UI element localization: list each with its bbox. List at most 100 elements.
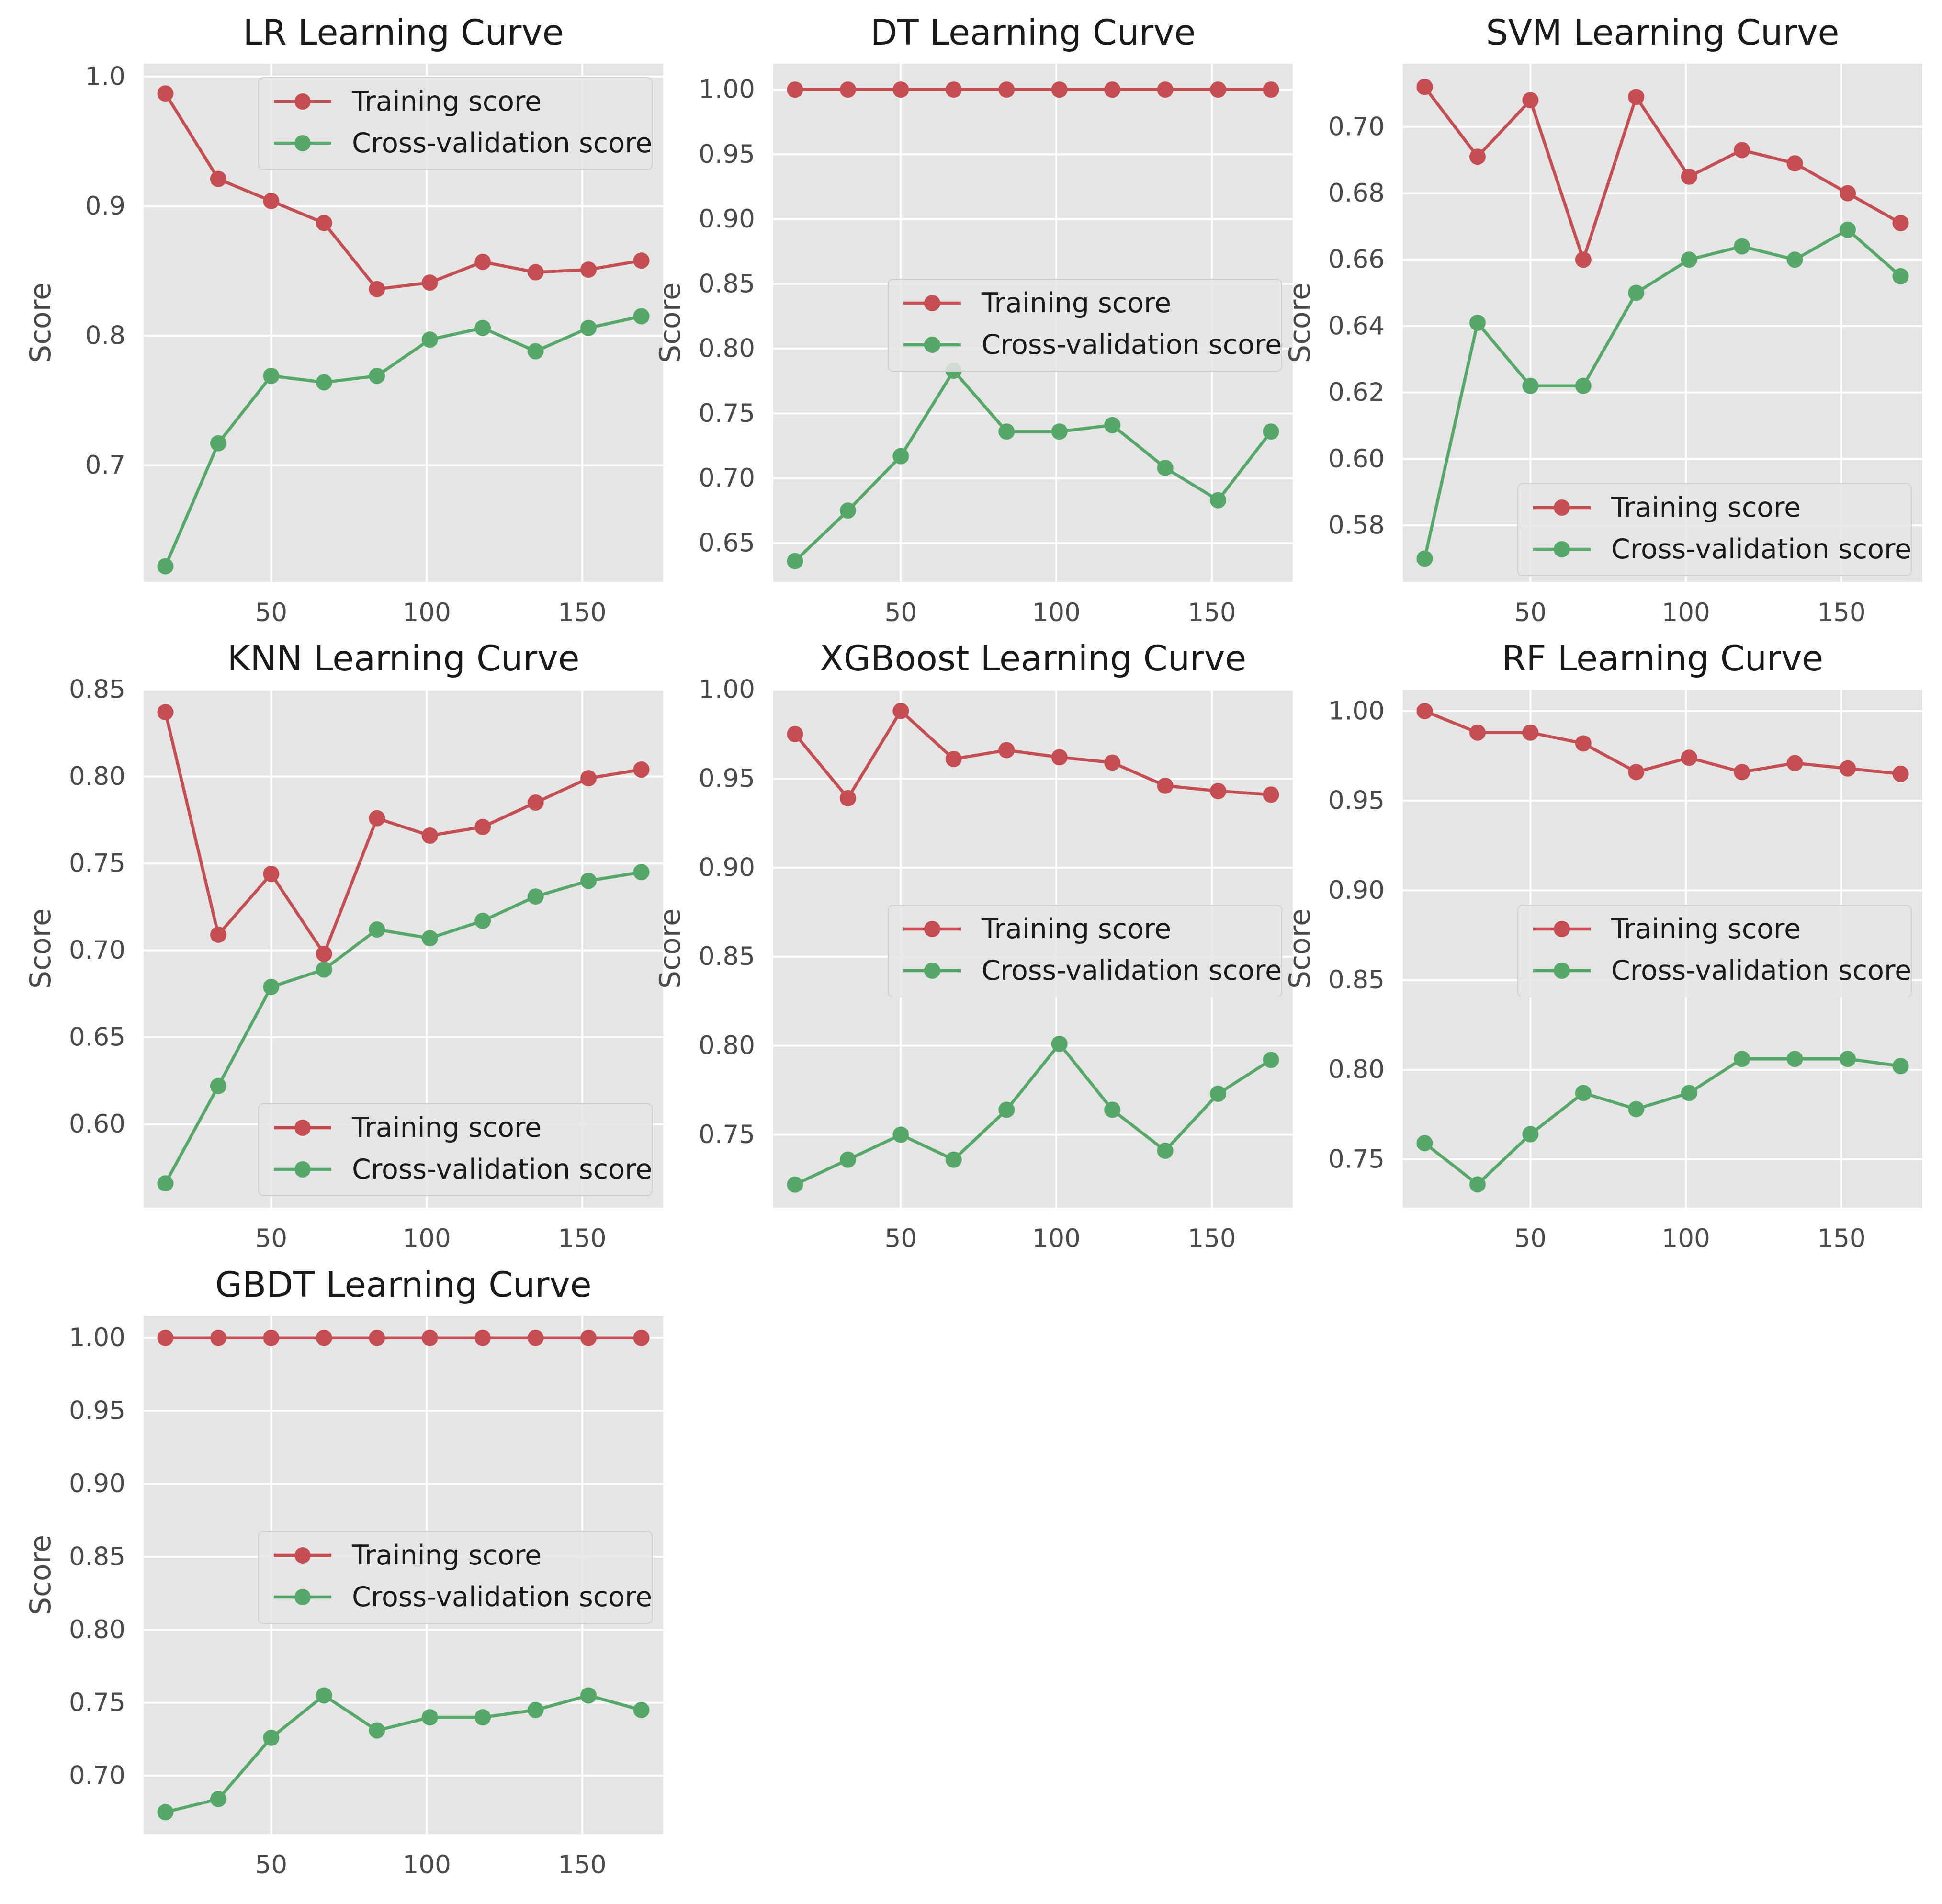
chart-6-series-1-point [1681, 749, 1697, 766]
chart-6-series-2-point [1416, 1135, 1433, 1152]
chart-7-y-tick-label: 0.85 [69, 1542, 125, 1571]
chart-4-series-2-point [421, 930, 438, 947]
chart-1-y-tick-label: 0.8 [85, 321, 125, 351]
chart-4-y-tick-label: 0.80 [69, 762, 125, 791]
chart-7-legend-label: Cross-validation score [352, 1581, 652, 1613]
chart-1-x-tick-label: 100 [403, 598, 451, 627]
chart-6-y-tick-label: 0.85 [1328, 965, 1385, 995]
chart-2-y-tick-label: 1.00 [699, 75, 755, 104]
chart-5-series-2-point [1157, 1143, 1174, 1159]
chart-3-series-1-point [1786, 155, 1803, 172]
chart-1-series-2-point [580, 319, 597, 336]
chart-7-series-2-point [421, 1709, 438, 1726]
chart-7-x-tick-label: 50 [255, 1850, 287, 1880]
chart-5-series-1-point [1210, 782, 1227, 799]
chart-6-subplot: 0.75 0.80 0.85 0.90 0.95 1.00 50 100 150 RF Learn… [1283, 638, 1922, 1253]
chart-6-y-tick-label: 0.95 [1328, 786, 1385, 816]
chart-3-series-1-point [1628, 89, 1645, 105]
chart-1-series-1-point [316, 215, 332, 231]
chart-2-series-2-point [892, 448, 909, 465]
chart-4-y-axis-label: Score [24, 908, 57, 989]
chart-7-series-2-point [316, 1687, 332, 1704]
chart-7-y-tick-label: 0.75 [69, 1688, 125, 1717]
chart-2-legend-frame [888, 279, 1282, 372]
chart-4-y-tick-label: 0.75 [69, 849, 125, 878]
chart-6-y-tick-label: 0.80 [1328, 1055, 1385, 1084]
chart-3-series-2-point [1522, 377, 1539, 394]
chart-5-legend: Training score Cross-validation score [888, 905, 1282, 997]
chart-7-y-tick-label: 0.70 [69, 1761, 125, 1791]
chart-3-y-tick-label: 0.60 [1328, 444, 1385, 474]
chart-4-title: KNN Learning Curve [227, 638, 580, 679]
chart-3-series-2-point [1469, 315, 1486, 331]
chart-1-x-tick-label: 150 [558, 598, 606, 627]
chart-3-y-tick-label: 0.62 [1328, 378, 1385, 407]
chart-5-x-tick-label: 50 [885, 1224, 917, 1253]
chart-2-legend-swatch-marker [924, 337, 940, 353]
chart-6-y-axis-label: Score [1283, 908, 1317, 989]
chart-3-series-2-point [1628, 284, 1645, 301]
chart-5-legend-swatch-marker [924, 963, 940, 979]
chart-5-series-2-point [998, 1101, 1015, 1118]
chart-5-series-2-point [1051, 1035, 1068, 1052]
chart-1-series-1-point [157, 85, 174, 102]
chart-6-series-2-point [1575, 1085, 1592, 1101]
chart-3-subplot: 0.58 0.60 0.62 0.64 0.66 0.68 0.70 50 100 150 SVM … [1283, 12, 1922, 627]
chart-3-y-tick-label: 0.68 [1328, 179, 1385, 208]
chart-5-series-1-point [839, 790, 856, 806]
chart-2-series-1-point [787, 81, 803, 98]
chart-4-series-2-point [316, 961, 332, 978]
chart-1-legend-frame [258, 77, 653, 170]
chart-4-series-2-point [474, 912, 491, 929]
chart-7-y-tick-label: 0.80 [69, 1615, 125, 1644]
chart-3-series-1-point [1575, 251, 1592, 268]
chart-6-series-2-point [1840, 1051, 1856, 1067]
chart-2-x-tick-label: 150 [1187, 598, 1236, 627]
chart-4-x-tick-label: 50 [255, 1224, 287, 1253]
chart-3-y-tick-label: 0.66 [1328, 245, 1385, 274]
chart-1-y-tick-label: 1.0 [85, 62, 125, 91]
chart-4-x-tick-label: 100 [403, 1224, 451, 1253]
chart-5-y-axis-label: Score [654, 908, 687, 989]
chart-5-legend-frame [888, 905, 1282, 997]
chart-7-series-2-point [157, 1804, 174, 1821]
chart-6-series-2-point [1469, 1176, 1486, 1193]
chart-2-series-1-point [945, 81, 962, 98]
chart-4-series-1-point [580, 770, 597, 787]
chart-5-y-tick-label: 0.95 [699, 764, 755, 793]
chart-1-series-1-point [263, 193, 280, 209]
chart-3-legend-swatch-marker [1554, 541, 1570, 557]
chart-7-series-1-point [633, 1329, 650, 1346]
chart-2-y-tick-label: 0.90 [699, 204, 755, 234]
chart-4-series-1-point [527, 794, 544, 811]
chart-1-series-2-point [369, 367, 385, 384]
chart-4-series-2-point [210, 1077, 226, 1094]
chart-1-series-2-point [633, 308, 650, 325]
chart-5-series-1-point [945, 751, 962, 768]
chart-3-y-tick-label: 0.64 [1328, 311, 1385, 340]
chart-4-series-1-point [369, 810, 385, 827]
chart-2-subplot: 0.65 0.70 0.75 0.80 0.85 0.90 0.95 1.00 50 100 150… [654, 12, 1293, 627]
chart-6-x-tick-label: 100 [1662, 1224, 1710, 1253]
chart-4-legend-swatch-marker [294, 1120, 311, 1136]
chart-3-y-tick-label: 0.70 [1328, 112, 1385, 141]
chart-1-legend: Training score Cross-validation score [258, 77, 653, 170]
chart-7-series-2-point [633, 1701, 650, 1718]
chart-5-legend-label: Cross-validation score [982, 955, 1282, 986]
chart-5-legend-label: Training score [981, 913, 1171, 945]
chart-2-y-tick-label: 0.65 [699, 528, 755, 557]
chart-7-y-axis-label: Score [24, 1535, 57, 1615]
chart-6-series-2-point [1681, 1085, 1697, 1101]
chart-6-x-tick-label: 50 [1514, 1224, 1547, 1253]
chart-5-series-1-line [793, 709, 1271, 800]
chart-6-x-tick-label: 150 [1817, 1224, 1865, 1253]
chart-4-series-2-point [580, 873, 597, 889]
chart-3-series-1-line [1423, 86, 1902, 261]
chart-2-legend-label: Training score [981, 287, 1171, 319]
chart-3-series-2-point [1892, 268, 1909, 284]
chart-3-x-tick-label: 100 [1662, 598, 1710, 627]
chart-6-series-1-point [1892, 765, 1909, 782]
chart-7-legend-frame [258, 1531, 653, 1624]
chart-5-series-1-point [892, 703, 909, 719]
chart-5-title: XGBoost Learning Curve [820, 638, 1246, 679]
